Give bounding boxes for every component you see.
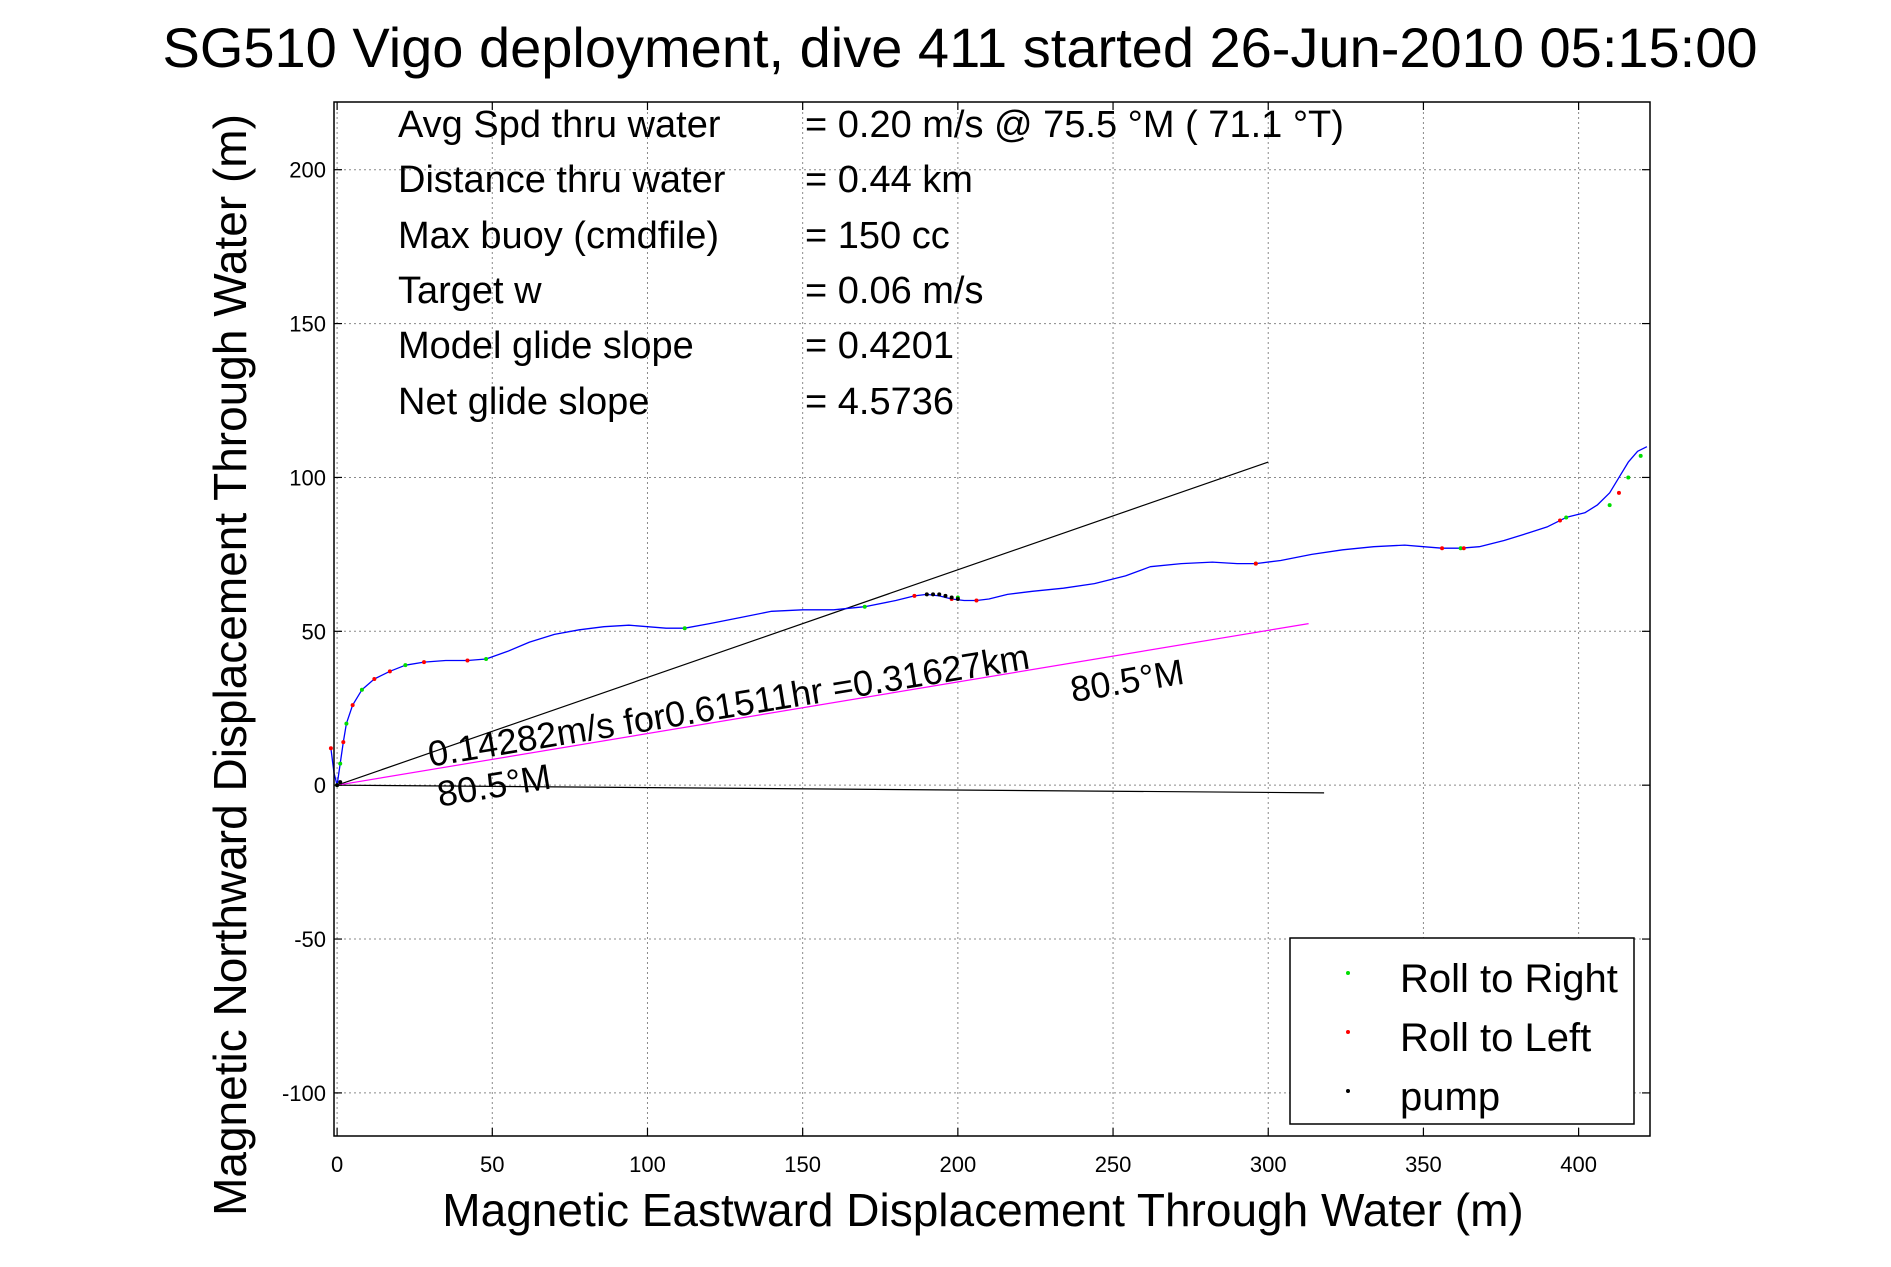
legend-marker: [1346, 1089, 1350, 1093]
x-tick-label: 150: [784, 1152, 821, 1177]
annotation-speed: 0.14282m/s for0.61511hr =0.31627km: [425, 636, 1032, 775]
y-axis-label: Magnetic Northward Displacement Through …: [204, 114, 256, 1216]
marker-point: [372, 677, 377, 682]
legend-marker: [1346, 1030, 1350, 1034]
x-tick-label: 400: [1560, 1152, 1597, 1177]
marker-point: [862, 604, 867, 609]
marker-point: [344, 721, 349, 726]
stat-label: Avg Spd thru water: [398, 104, 721, 146]
y-tick-label: 200: [289, 158, 326, 183]
marker-point: [350, 703, 355, 708]
legend-label: Roll to Left: [1400, 1016, 1591, 1060]
marker-point: [1616, 490, 1621, 495]
stat-value: = 0.20 m/s @ 75.5 °M ( 71.1 °T): [805, 104, 1344, 146]
reference-line: [336, 461, 1269, 786]
plot-frame: [333, 101, 1651, 1137]
marker-point: [1458, 546, 1463, 551]
marker-point: [1638, 453, 1643, 458]
marker-point: [924, 592, 929, 597]
data-layer: [328, 446, 1648, 794]
y-tick-label: 150: [289, 312, 326, 337]
marker-point: [1557, 518, 1562, 523]
stat-value: = 0.4201: [805, 325, 954, 367]
y-tick-label: 0: [314, 773, 326, 798]
marker-point: [943, 593, 948, 598]
marker-point: [955, 596, 960, 601]
marker-point: [341, 740, 346, 745]
legend-marker: [1346, 971, 1350, 975]
marker-point: [484, 657, 489, 662]
reference-line: [337, 784, 1325, 794]
stat-value: = 150 cc: [805, 215, 950, 257]
marker-point: [1626, 475, 1631, 480]
marker-point: [1461, 546, 1466, 551]
stat-label: Net glide slope: [398, 381, 649, 423]
marker-point: [1564, 515, 1569, 520]
marker-point: [338, 761, 343, 766]
legend-label: Roll to Right: [1400, 957, 1618, 1001]
stat-label: Distance thru water: [398, 159, 726, 201]
y-tick-label: -100: [282, 1081, 326, 1106]
marker-point: [422, 660, 427, 665]
legend-label: pump: [1400, 1075, 1500, 1119]
marker-point: [682, 626, 687, 631]
x-tick-label: 0: [331, 1152, 343, 1177]
marker-point: [387, 669, 392, 674]
marker-point: [465, 658, 470, 663]
x-tick-label: 200: [939, 1152, 976, 1177]
marker-point: [931, 592, 936, 597]
x-axis-label: Magnetic Eastward Displacement Through W…: [442, 1184, 1523, 1236]
marker-point: [338, 780, 343, 785]
x-tick-label: 350: [1405, 1152, 1442, 1177]
legend: Roll to Right Roll to Left pump: [1289, 937, 1635, 1125]
chart-title: SG510 Vigo deployment, dive 411 started …: [162, 16, 1757, 79]
y-tick-label: -50: [294, 927, 326, 952]
reference-line: [337, 623, 1309, 786]
marker-point: [974, 598, 979, 603]
stat-label: Model glide slope: [398, 325, 694, 367]
marker-point: [912, 593, 917, 598]
marker-point: [359, 687, 364, 692]
y-tick-label: 50: [302, 619, 326, 644]
stats-block: Avg Spd thru water = 0.20 m/s @ 75.5 °M …: [398, 104, 1344, 423]
x-tick-label: 300: [1250, 1152, 1287, 1177]
stat-value: = 4.5736: [805, 381, 954, 423]
x-tick-label: 100: [629, 1152, 666, 1177]
stat-value: = 0.44 km: [805, 159, 973, 201]
marker-point: [949, 595, 954, 600]
marker-point: [1440, 546, 1445, 551]
marker-point: [328, 746, 333, 751]
y-tick-label: 100: [289, 465, 326, 490]
marker-point: [937, 592, 942, 597]
ticks: 0 50 100 150 200 250 300 350 400 -100 -50 0 50 100 150…: [282, 102, 1650, 1177]
x-tick-label: 250: [1095, 1152, 1132, 1177]
marker-point: [1607, 503, 1612, 508]
legend-box: [1289, 937, 1635, 1125]
stat-label: Target w: [398, 270, 542, 312]
stat-label: Max buoy (cmdfile): [398, 215, 719, 257]
stat-value: = 0.06 m/s: [805, 270, 983, 312]
marker-point: [1253, 561, 1258, 566]
annotation-heading: 80.5°M: [1067, 651, 1187, 710]
x-tick-label: 50: [480, 1152, 504, 1177]
marker-point: [403, 663, 408, 668]
